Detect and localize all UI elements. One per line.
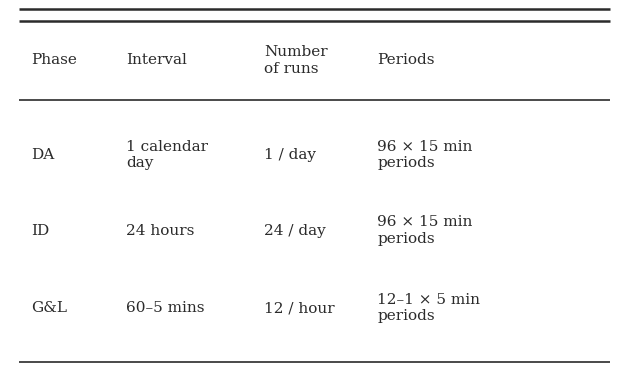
Text: DA: DA (31, 148, 55, 162)
Text: G&L: G&L (31, 301, 67, 315)
Text: 12 / hour: 12 / hour (264, 301, 335, 315)
Text: 96 × 15 min
periods: 96 × 15 min periods (377, 215, 473, 246)
Text: 12–1 × 5 min
periods: 12–1 × 5 min periods (377, 293, 481, 324)
Text: 24 / day: 24 / day (264, 223, 326, 238)
Text: Number
of runs: Number of runs (264, 45, 328, 76)
Text: Interval: Interval (126, 53, 187, 68)
Text: 1 / day: 1 / day (264, 148, 316, 162)
Text: Periods: Periods (377, 53, 435, 68)
Text: ID: ID (31, 223, 50, 238)
Text: Phase: Phase (31, 53, 77, 68)
Text: 96 × 15 min
periods: 96 × 15 min periods (377, 139, 473, 170)
Text: 1 calendar
day: 1 calendar day (126, 139, 208, 170)
Text: 24 hours: 24 hours (126, 223, 194, 238)
Text: 60–5 mins: 60–5 mins (126, 301, 204, 315)
